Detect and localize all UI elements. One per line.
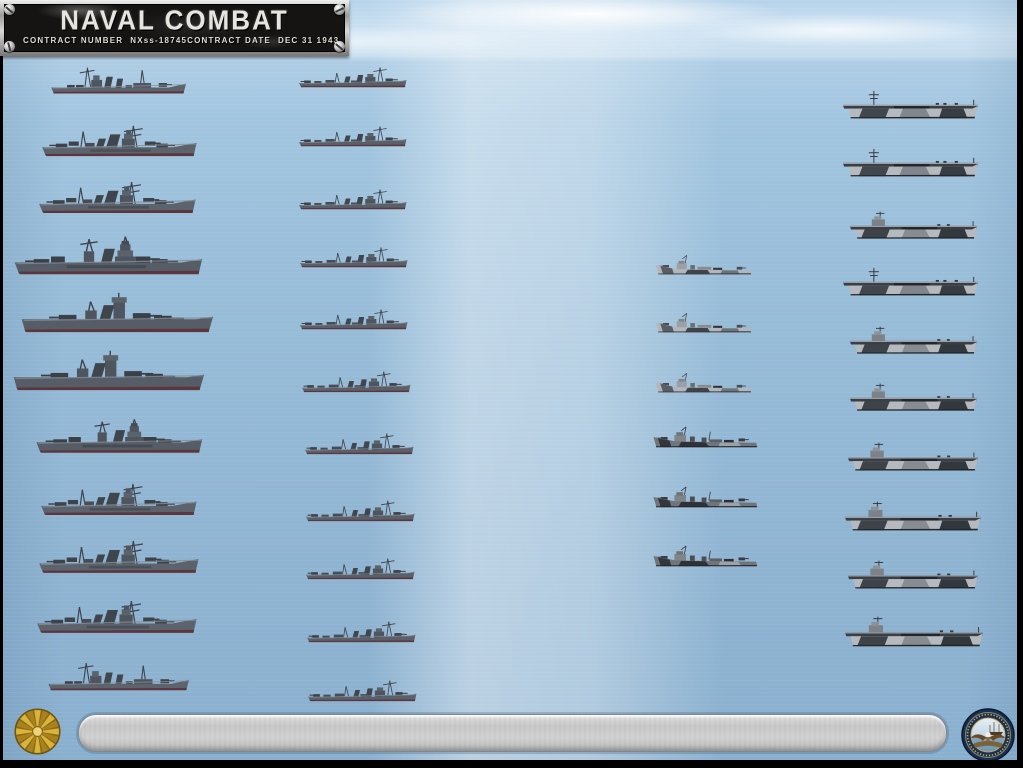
ship-us-destroyer-escort[interactable] xyxy=(654,253,754,277)
screw-icon xyxy=(334,41,345,52)
ship-jp-destroyer[interactable] xyxy=(296,64,408,90)
game-title: NAVAL COMBAT xyxy=(60,3,289,37)
screen-edge xyxy=(1017,0,1023,768)
navy-seal-icon xyxy=(961,708,1015,762)
ship-us-carrier-island[interactable] xyxy=(848,326,979,357)
ship-jp-destroyer[interactable] xyxy=(303,497,416,524)
ship-jp-battleship[interactable] xyxy=(20,291,214,337)
ship-jp-destroyer[interactable] xyxy=(297,306,409,332)
ship-us-carrier-island[interactable] xyxy=(848,383,979,414)
title-plaque: NAVAL COMBAT CONTRACT NUMBER NXss-18745 C… xyxy=(0,0,349,56)
ship-jp-battleship[interactable] xyxy=(12,349,205,395)
ship-us-destroyer[interactable] xyxy=(652,425,759,450)
ship-us-carrier-mast[interactable] xyxy=(841,147,980,180)
ship-jp-battleship-pagoda[interactable] xyxy=(35,417,203,457)
ship-jp-destroyer[interactable] xyxy=(302,430,415,457)
ship-jp-destroyer[interactable] xyxy=(303,555,416,582)
ship-jp-cruiser-heavy[interactable] xyxy=(35,598,198,637)
contract-date: CONTRACT DATE DEC 31 1943 xyxy=(187,36,340,45)
ship-jp-cruiser-heavy[interactable] xyxy=(39,481,198,519)
ship-us-destroyer-escort[interactable] xyxy=(654,371,754,395)
ship-jp-destroyer[interactable] xyxy=(304,618,417,645)
chrysanthemum-icon xyxy=(14,708,61,755)
screen-edge xyxy=(0,760,1023,768)
ship-us-carrier-island[interactable] xyxy=(846,560,980,592)
ship-us-destroyer[interactable] xyxy=(652,544,759,569)
ship-us-carrier-island[interactable] xyxy=(846,442,980,474)
game-screen xyxy=(3,0,1017,760)
ship-jp-destroyer[interactable] xyxy=(299,368,412,395)
contract-line: CONTRACT NUMBER NXss-18745 CONTRACT DATE D… xyxy=(5,36,344,51)
ship-us-carrier-mast[interactable] xyxy=(841,89,980,122)
ship-us-carrier-island[interactable] xyxy=(843,501,983,534)
ship-jp-destroyer[interactable] xyxy=(297,244,409,270)
us-navy-seal-button[interactable] xyxy=(961,708,1015,762)
contract-number: CONTRACT NUMBER NXss-18745 xyxy=(23,36,188,45)
screw-icon xyxy=(334,4,345,15)
ship-jp-destroyer[interactable] xyxy=(296,123,408,149)
ship-us-carrier-mast[interactable] xyxy=(841,266,980,299)
ship-jp-destroyer[interactable] xyxy=(296,186,408,212)
japan-chrysanthemum-emblem-button[interactable] xyxy=(14,708,61,755)
screw-icon xyxy=(4,41,15,52)
ship-us-destroyer[interactable] xyxy=(652,485,759,510)
screen-edge xyxy=(0,0,3,768)
ship-us-carrier-island[interactable] xyxy=(843,616,985,650)
ship-jp-cruiser-heavy[interactable] xyxy=(40,123,198,160)
ship-us-carrier-island[interactable] xyxy=(848,211,979,242)
screw-icon xyxy=(4,4,15,15)
ship-us-destroyer-escort[interactable] xyxy=(654,311,754,335)
ship-jp-cruiser-heavy[interactable] xyxy=(37,179,197,217)
ship-jp-cruiser-light[interactable] xyxy=(48,64,188,97)
title-plaque-inner: NAVAL COMBAT CONTRACT NUMBER NXss-18745 C… xyxy=(4,4,345,52)
ship-jp-battleship-pagoda[interactable] xyxy=(13,234,203,279)
ship-jp-cruiser-light[interactable] xyxy=(45,659,191,694)
message-bar[interactable] xyxy=(78,714,947,752)
ship-jp-cruiser-heavy[interactable] xyxy=(37,538,200,577)
ship-jp-destroyer[interactable] xyxy=(305,677,418,704)
